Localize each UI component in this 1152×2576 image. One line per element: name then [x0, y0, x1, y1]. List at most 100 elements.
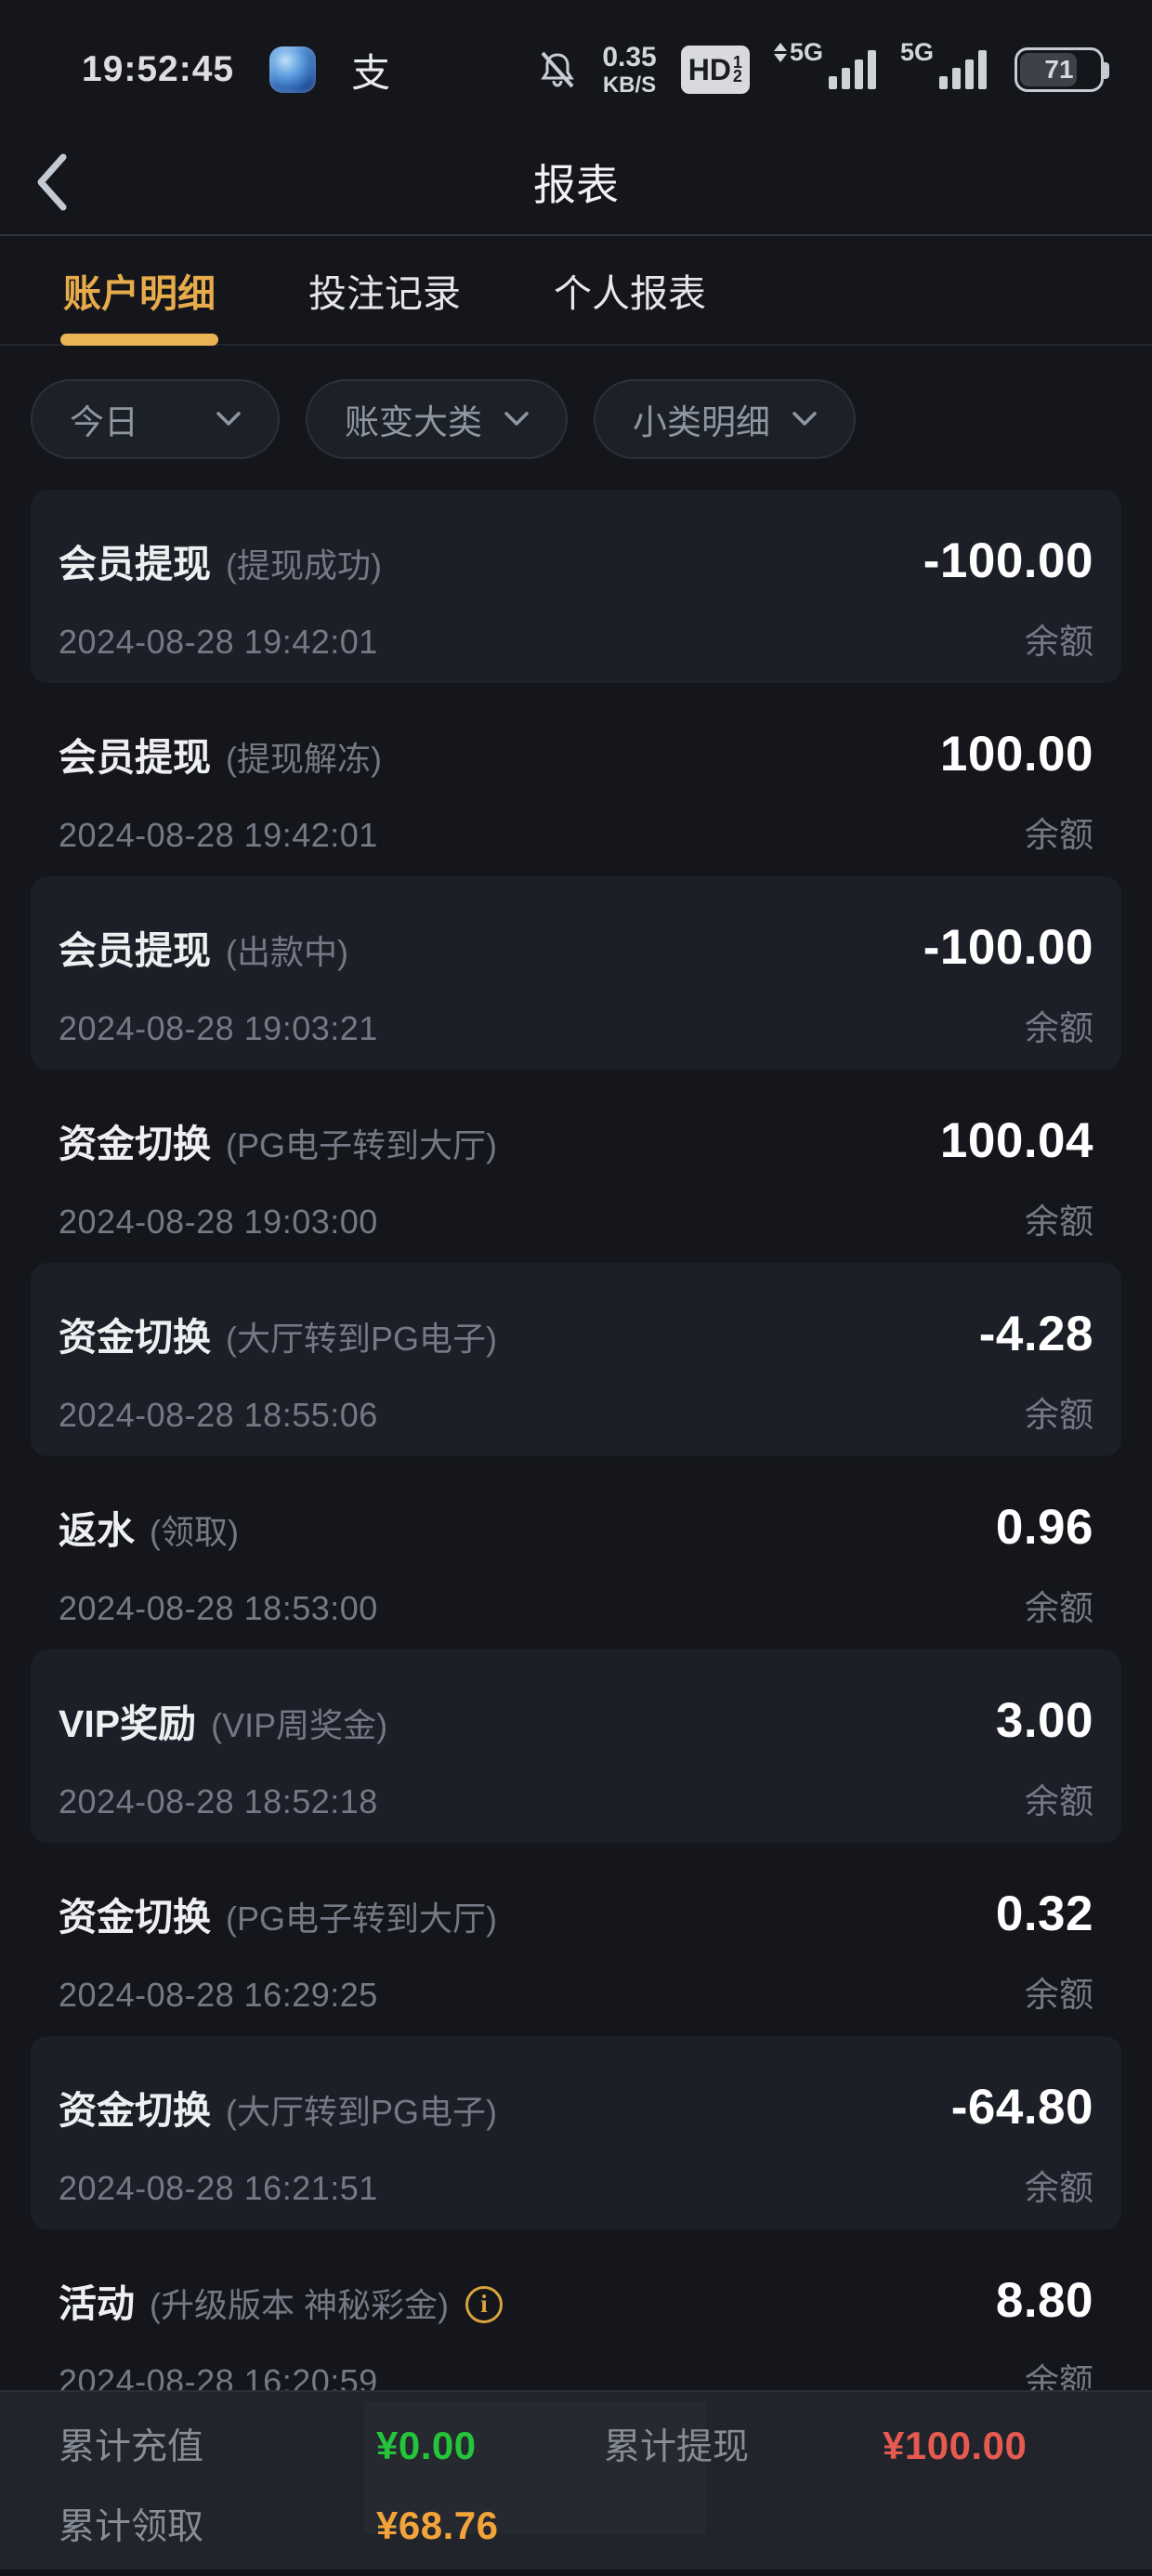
total-claim-value: ¥68.76: [376, 2504, 499, 2547]
transaction-row[interactable]: 资金切换 (PG电子转到大厅) 100.04 2024-08-28 19:03:…: [31, 1070, 1121, 1263]
transaction-row[interactable]: 返水 (领取) 0.96 2024-08-28 18:53:00 余额: [31, 1456, 1121, 1649]
tab-personal-report[interactable]: 个人报表: [554, 272, 706, 315]
chevron-down-icon: [504, 412, 529, 426]
page-title: 报表: [533, 161, 619, 209]
filter-major-category-dropdown[interactable]: 账变大类: [306, 379, 568, 459]
balance-label: 余额: [1025, 1009, 1093, 1047]
transaction-datetime: 2024-08-28 19:03:21: [59, 1009, 378, 1047]
back-button[interactable]: [32, 143, 87, 221]
transaction-type: 资金切换: [59, 1123, 211, 1165]
transaction-datetime: 2024-08-28 19:42:01: [59, 623, 378, 661]
transaction-row[interactable]: VIP奖励 (VIP周奖金) 3.00 2024-08-28 18:52:18 …: [31, 1649, 1121, 1843]
transaction-subtype: (出款中): [226, 933, 348, 971]
transaction-amount: 0.32: [995, 1886, 1093, 1941]
balance-label: 余额: [1025, 1782, 1093, 1820]
transaction-type: 资金切换: [59, 2089, 211, 2132]
chevron-down-icon: [792, 412, 817, 426]
transaction-row[interactable]: 资金切换 (大厅转到PG电子) -64.80 2024-08-28 16:21:…: [31, 2036, 1121, 2229]
filter-date-dropdown[interactable]: 今日: [31, 379, 280, 459]
transaction-type: 返水: [59, 1509, 135, 1552]
transaction-amount: 3.00: [995, 1693, 1093, 1748]
transaction-subtype: (提现成功): [226, 546, 382, 585]
transaction-type: 会员提现: [59, 736, 211, 779]
transaction-subtype: (提现解冻): [226, 740, 382, 778]
total-claim-label: 累计领取: [59, 2507, 204, 2547]
transaction-subtype: (领取): [150, 1513, 239, 1551]
balance-label: 余额: [1025, 1396, 1093, 1434]
total-recharge-label: 累计充值: [59, 2427, 204, 2467]
balance-label: 余额: [1025, 1976, 1093, 2014]
transaction-subtype: (PG电子转到大厅): [226, 1126, 497, 1164]
signal-bars-icon: [828, 50, 876, 89]
network-speed-value: 0.35: [602, 41, 657, 72]
transaction-datetime: 2024-08-28 19:03:00: [59, 1203, 378, 1241]
transaction-row[interactable]: 会员提现 (提现成功) -100.00 2024-08-28 19:42:01 …: [31, 490, 1121, 683]
balance-label: 余额: [1025, 1203, 1093, 1241]
transaction-datetime: 2024-08-28 18:55:06: [59, 1396, 378, 1434]
transaction-row[interactable]: 资金切换 (PG电子转到大厅) 0.32 2024-08-28 16:29:25…: [31, 1843, 1121, 2036]
total-withdraw-label: 累计提现: [604, 2427, 750, 2467]
transaction-subtype: (大厅转到PG电子): [226, 2093, 497, 2131]
signal-sim2-icon: 5G: [900, 40, 987, 89]
alipay-icon: 支: [351, 50, 391, 95]
filter-sub-category-dropdown[interactable]: 小类明细: [594, 379, 856, 459]
transaction-amount: -4.28: [978, 1307, 1093, 1361]
signal-bars-icon: [939, 50, 987, 89]
chevron-down-icon: [216, 412, 241, 426]
transaction-subtype: (VIP周奖金): [211, 1706, 388, 1744]
transaction-datetime: 2024-08-28 18:52:18: [59, 1782, 378, 1820]
battery-percent: 71: [1044, 55, 1074, 84]
transaction-type: VIP奖励: [59, 1702, 197, 1745]
transaction-amount: -64.80: [950, 2080, 1093, 2135]
transaction-type: 资金切换: [59, 1316, 211, 1359]
transaction-amount: 0.96: [995, 1500, 1093, 1555]
balance-label: 余额: [1025, 623, 1093, 661]
status-left: 19:52:45 支: [82, 42, 390, 99]
tab-account-detail[interactable]: 账户明细: [60, 236, 218, 346]
transaction-list: 会员提现 (提现成功) -100.00 2024-08-28 19:42:01 …: [0, 490, 1152, 2423]
transaction-subtype: (PG电子转到大厅): [226, 1899, 497, 1938]
transaction-datetime: 2024-08-28 16:29:25: [59, 1976, 378, 2014]
transaction-subtype: (大厅转到PG电子): [226, 1320, 497, 1358]
balance-label: 余额: [1025, 816, 1093, 854]
filter-row: 今日 账变大类 小类明细: [31, 379, 856, 459]
transaction-row[interactable]: 资金切换 (大厅转到PG电子) -4.28 2024-08-28 18:55:0…: [31, 1263, 1121, 1456]
transaction-type: 会员提现: [59, 929, 211, 972]
transaction-type: 活动: [59, 2282, 135, 2325]
network-speed: 0.35 KB/S: [602, 41, 657, 98]
transaction-amount: -100.00: [923, 920, 1093, 975]
clock: 19:52:45: [82, 49, 235, 89]
tab-bet-records[interactable]: 投注记录: [308, 272, 461, 315]
transaction-amount: 100.00: [939, 727, 1093, 782]
transaction-amount: -100.00: [923, 533, 1093, 588]
notification-muted-icon: [541, 51, 575, 88]
signal-sim1-icon: 5G: [773, 40, 876, 89]
battery-icon: 71: [1015, 47, 1109, 92]
transaction-type: 资金切换: [59, 1896, 211, 1939]
total-recharge-value: ¥0.00: [376, 2424, 477, 2467]
transaction-datetime: 2024-08-28 18:53:00: [59, 1589, 378, 1627]
browser-app-icon: [269, 46, 317, 93]
chevron-left-icon: [37, 153, 67, 211]
tab-bar: 账户明细 投注记录 个人报表: [0, 234, 1152, 346]
data-transfer-arrows-icon: [773, 43, 787, 62]
network-speed-unit: KB/S: [602, 72, 657, 98]
info-icon[interactable]: i: [465, 2285, 503, 2323]
transaction-amount: 8.80: [995, 2273, 1093, 2328]
transaction-row[interactable]: 会员提现 (出款中) -100.00 2024-08-28 19:03:21 余…: [31, 876, 1121, 1070]
transaction-row[interactable]: 会员提现 (提现解冻) 100.00 2024-08-28 19:42:01 余…: [31, 683, 1121, 876]
balance-label: 余额: [1025, 2169, 1093, 2207]
totals-bar: 累计充值 ¥0.00 累计提现 ¥100.00 累计领取 ¥68.76: [0, 2390, 1152, 2576]
transaction-datetime: 2024-08-28 16:21:51: [59, 2169, 378, 2207]
transaction-amount: 100.04: [939, 1113, 1093, 1168]
transaction-datetime: 2024-08-28 19:42:01: [59, 816, 378, 854]
transaction-subtype: (升级版本 神秘彩金): [150, 2286, 449, 2324]
page-header: 报表: [0, 130, 1152, 234]
total-withdraw-value: ¥100.00: [883, 2424, 1028, 2467]
transaction-type: 会员提现: [59, 543, 211, 585]
balance-label: 余额: [1025, 1589, 1093, 1627]
